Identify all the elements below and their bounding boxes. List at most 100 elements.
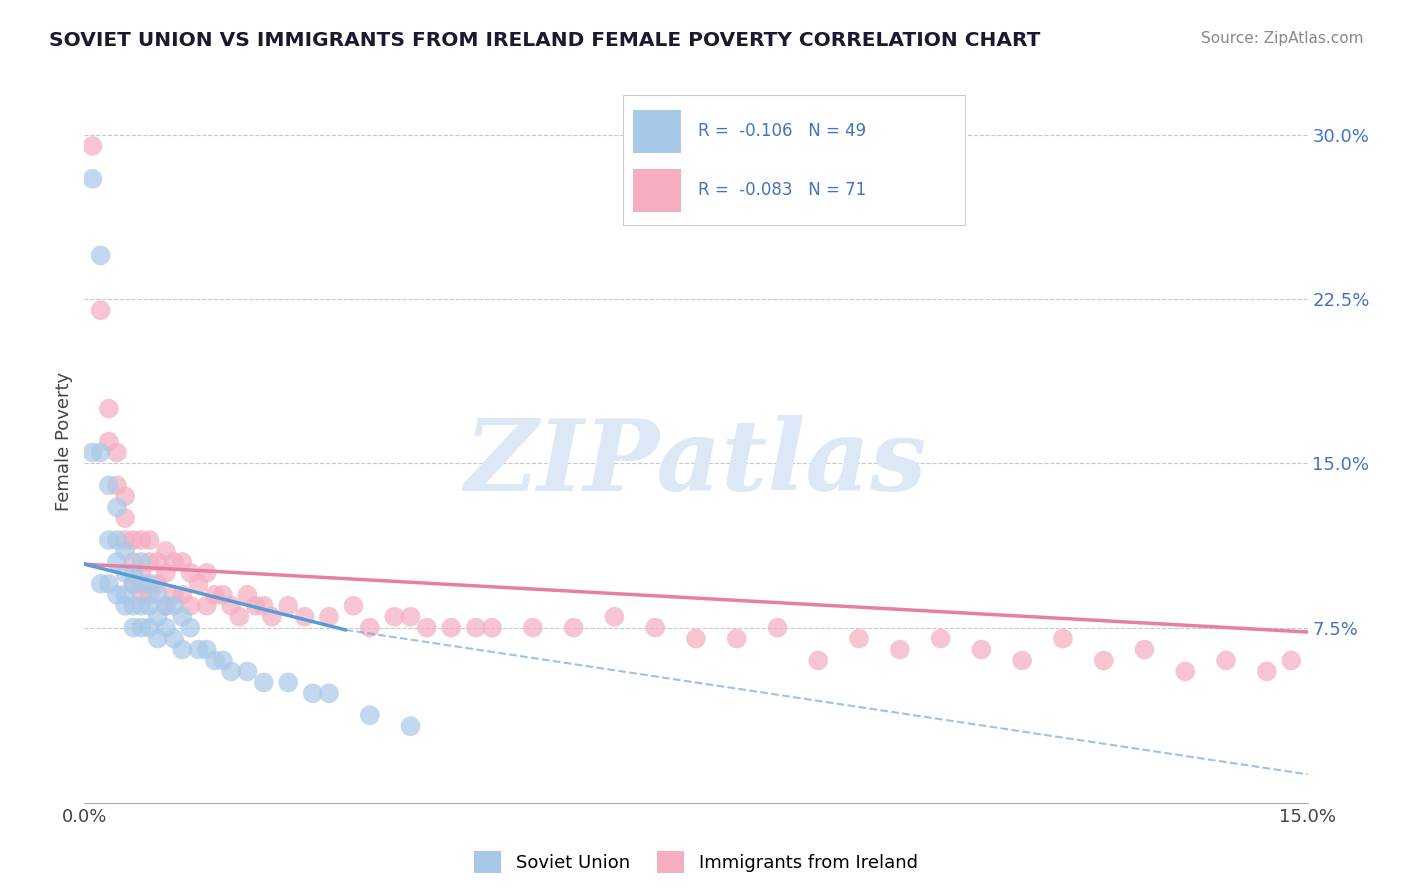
Point	[97, 434, 120, 449]
Point	[105, 478, 128, 492]
Y-axis label: Female Poverty: Female Poverty	[55, 372, 73, 511]
Point	[195, 566, 218, 580]
Point	[212, 653, 235, 667]
Point	[146, 632, 169, 646]
Point	[253, 675, 276, 690]
Point	[1215, 653, 1237, 667]
Point	[90, 248, 112, 262]
Point	[195, 599, 218, 613]
Point	[245, 599, 267, 613]
Point	[1092, 653, 1115, 667]
Point	[122, 566, 145, 580]
Point	[301, 686, 323, 700]
Point	[114, 566, 136, 580]
Point	[195, 642, 218, 657]
Point	[155, 599, 177, 613]
Point	[562, 621, 585, 635]
Point	[522, 621, 544, 635]
Point	[122, 577, 145, 591]
Point	[131, 588, 153, 602]
Text: ZIPatlas: ZIPatlas	[465, 415, 927, 511]
Point	[163, 632, 186, 646]
Point	[848, 632, 870, 646]
Point	[122, 555, 145, 569]
Point	[105, 533, 128, 547]
Point	[163, 555, 186, 569]
Point	[359, 621, 381, 635]
Point	[416, 621, 439, 635]
Point	[105, 555, 128, 569]
Point	[179, 599, 201, 613]
Point	[138, 621, 160, 635]
Point	[204, 653, 226, 667]
Point	[105, 445, 128, 459]
Point	[131, 533, 153, 547]
Point	[146, 609, 169, 624]
Point	[187, 642, 209, 657]
Point	[155, 599, 177, 613]
Point	[1256, 665, 1278, 679]
Point	[131, 566, 153, 580]
Point	[219, 665, 242, 679]
Point	[82, 445, 104, 459]
Point	[1174, 665, 1197, 679]
Point	[97, 478, 120, 492]
Point	[138, 555, 160, 569]
Point	[399, 609, 422, 624]
Point	[294, 609, 316, 624]
Point	[359, 708, 381, 723]
Point	[342, 599, 364, 613]
Legend: Soviet Union, Immigrants from Ireland: Soviet Union, Immigrants from Ireland	[467, 844, 925, 880]
Point	[97, 533, 120, 547]
Point	[131, 577, 153, 591]
Point	[131, 599, 153, 613]
Point	[440, 621, 463, 635]
Point	[807, 653, 830, 667]
Point	[131, 555, 153, 569]
Point	[236, 665, 259, 679]
Point	[82, 139, 104, 153]
Point	[122, 577, 145, 591]
Point	[187, 577, 209, 591]
Point	[114, 511, 136, 525]
Point	[1279, 653, 1302, 667]
Point	[146, 588, 169, 602]
Point	[212, 588, 235, 602]
Point	[97, 577, 120, 591]
Point	[138, 533, 160, 547]
Point	[1133, 642, 1156, 657]
Point	[155, 621, 177, 635]
Point	[155, 566, 177, 580]
Text: Source: ZipAtlas.com: Source: ZipAtlas.com	[1201, 31, 1364, 46]
Point	[228, 609, 250, 624]
Point	[725, 632, 748, 646]
Point	[685, 632, 707, 646]
Point	[603, 609, 626, 624]
Point	[172, 555, 194, 569]
Point	[155, 544, 177, 558]
Point	[644, 621, 666, 635]
Point	[277, 675, 299, 690]
Point	[172, 609, 194, 624]
Point	[90, 445, 112, 459]
Point	[382, 609, 405, 624]
Point	[766, 621, 789, 635]
Point	[82, 171, 104, 186]
Point	[970, 642, 993, 657]
Point	[318, 609, 340, 624]
Point	[179, 621, 201, 635]
Point	[318, 686, 340, 700]
Point	[138, 599, 160, 613]
Point	[1011, 653, 1033, 667]
Point	[1052, 632, 1074, 646]
Point	[114, 489, 136, 503]
Point	[260, 609, 283, 624]
Point	[146, 577, 169, 591]
Point	[464, 621, 486, 635]
Point	[146, 555, 169, 569]
Point	[114, 544, 136, 558]
Point	[277, 599, 299, 613]
Point	[163, 588, 186, 602]
Point	[114, 599, 136, 613]
Point	[889, 642, 911, 657]
